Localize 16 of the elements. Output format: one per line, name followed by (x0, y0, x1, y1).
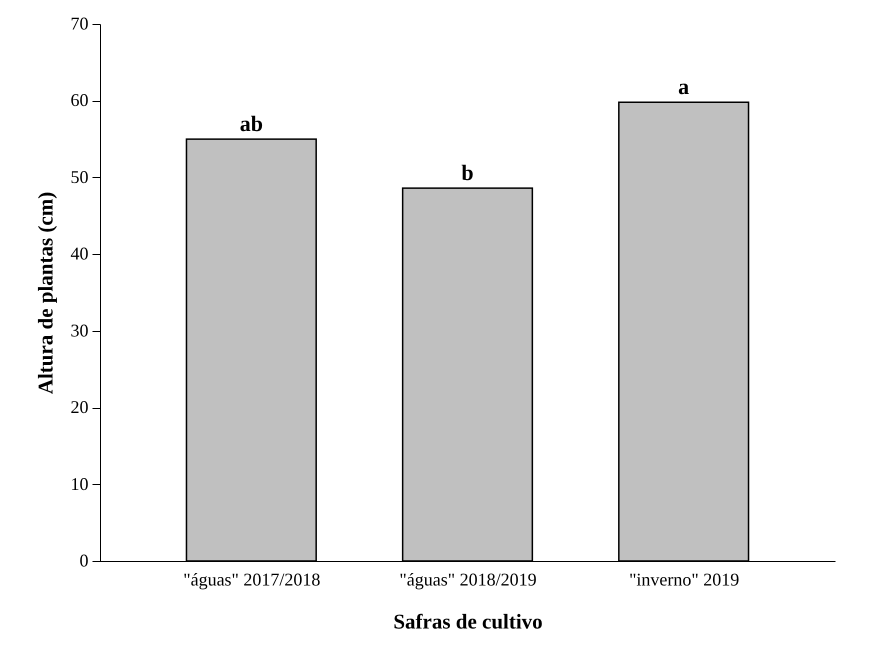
y-axis-title: Altura de plantas (cm) (34, 192, 58, 394)
x-tick-label: "águas" 2017/2018 (183, 570, 320, 590)
x-tick-label: "inverno" 2019 (629, 570, 740, 590)
annotation: b (461, 160, 474, 186)
y-tick-label: 60 (70, 90, 88, 110)
x-tick-label: "águas" 2018/2019 (399, 570, 537, 590)
annotation: a (678, 74, 690, 100)
y-tick-label: 50 (70, 166, 88, 187)
x-axis-title: Safras de cultivo (393, 610, 543, 634)
y-tick-label: 30 (70, 320, 88, 340)
annotation: ab (240, 111, 263, 136)
y-tick-label: 70 (70, 14, 88, 34)
y-tick-label: 40 (70, 244, 88, 264)
y-tick-label: 20 (70, 397, 88, 418)
y-tick-label: 10 (70, 474, 88, 494)
y-tick-label: 0 (80, 550, 88, 570)
